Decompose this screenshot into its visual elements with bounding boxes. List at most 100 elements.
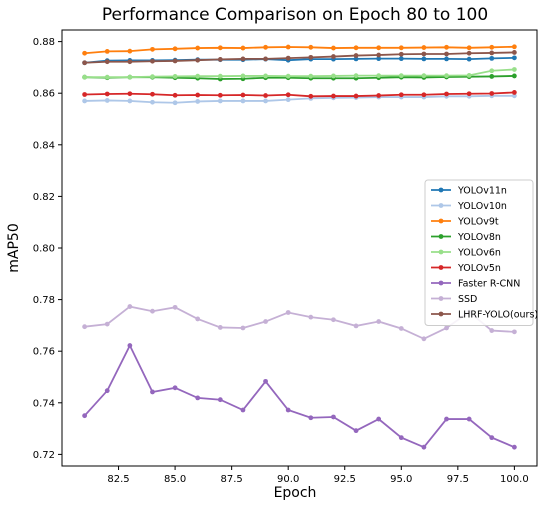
- data-point-faster-r-cnn: [82, 413, 88, 419]
- data-point-lhrf-yolo-ours: [376, 52, 382, 58]
- data-point-yolov9t: [217, 45, 223, 51]
- y-tick-label: 0.78: [33, 295, 55, 306]
- data-point-yolov6n: [466, 73, 472, 78]
- data-point-ssd: [444, 325, 449, 331]
- x-tick-label: 95.0: [390, 474, 412, 485]
- data-point-yolov6n: [285, 73, 291, 79]
- data-point-yolov5n: [489, 91, 495, 96]
- legend-label: YOLOv10n: [457, 201, 507, 212]
- data-point-faster-r-cnn: [308, 415, 314, 421]
- data-point-yolov8n: [489, 74, 495, 79]
- legend-label: YOLOv6n: [457, 248, 501, 259]
- data-point-yolov5n: [195, 92, 201, 98]
- data-point-yolov5n: [466, 91, 472, 97]
- data-point-yolov6n: [308, 73, 314, 79]
- data-point-yolov9t: [150, 46, 155, 52]
- data-point-yolov6n: [331, 73, 336, 79]
- series-line-faster-r-cnn: [83, 343, 515, 449]
- legend-entry: YOLOv10n: [431, 201, 507, 212]
- data-point-yolov6n: [353, 73, 359, 79]
- data-point-yolov11n: [489, 55, 495, 61]
- data-point-yolov9t: [511, 44, 517, 50]
- data-point-ssd: [421, 336, 427, 342]
- data-point-yolov10n: [240, 98, 246, 104]
- series-line-yolov9t: [84, 45, 515, 55]
- data-point-lhrf-yolo-ours: [240, 56, 246, 62]
- data-point-lhrf-yolo-ours: [172, 58, 178, 64]
- legend-swatch-marker: [438, 249, 444, 255]
- data-point-yolov6n: [127, 74, 133, 80]
- data-point-yolov9t: [398, 45, 404, 51]
- data-point-yolov9t: [104, 49, 110, 54]
- x-tick-label: 85.0: [164, 474, 186, 485]
- legend-entry: YOLOv5n: [431, 263, 501, 274]
- data-point-lhrf-yolo-ours: [308, 54, 314, 60]
- data-point-yolov9t: [172, 46, 178, 52]
- data-point-ssd: [150, 308, 155, 314]
- data-point-faster-r-cnn: [444, 416, 449, 422]
- data-point-yolov9t: [489, 44, 495, 50]
- data-point-yolov10n: [217, 98, 223, 104]
- data-point-faster-r-cnn: [466, 416, 472, 422]
- data-point-lhrf-yolo-ours: [444, 51, 449, 57]
- data-point-yolov9t: [376, 45, 382, 51]
- data-point-lhrf-yolo-ours: [466, 50, 472, 56]
- y-tick-label: 0.76: [33, 347, 55, 358]
- data-point-lhrf-yolo-ours: [195, 57, 201, 63]
- legend-label: YOLOv5n: [457, 263, 501, 274]
- data-point-yolov6n: [104, 74, 110, 80]
- data-point-ssd: [285, 310, 291, 315]
- x-tick-label: 90.0: [277, 474, 299, 485]
- data-point-lhrf-yolo-ours: [331, 54, 336, 59]
- y-tick-label: 0.72: [33, 450, 55, 461]
- data-point-yolov5n: [421, 92, 427, 98]
- data-point-faster-r-cnn: [353, 428, 359, 434]
- data-point-yolov6n: [421, 73, 427, 79]
- data-point-ssd: [263, 319, 268, 324]
- data-point-ssd: [308, 314, 314, 320]
- data-point-faster-r-cnn: [195, 395, 201, 401]
- series-yolov9t: [82, 44, 517, 56]
- data-point-lhrf-yolo-ours: [104, 59, 110, 65]
- data-point-yolov5n: [150, 91, 155, 97]
- data-point-lhrf-yolo-ours: [489, 50, 495, 56]
- data-point-yolov8n: [511, 73, 517, 79]
- data-point-yolov5n: [511, 90, 517, 95]
- data-point-yolov9t: [240, 45, 246, 51]
- data-point-yolov6n: [195, 73, 201, 79]
- legend-box: [424, 179, 534, 326]
- x-tick-label: 97.5: [447, 474, 469, 485]
- y-tick-label: 0.74: [33, 398, 55, 409]
- y-tick-label: 0.84: [33, 140, 55, 151]
- data-point-faster-r-cnn: [331, 414, 336, 420]
- x-tick-label: 82.5: [107, 474, 129, 485]
- legend-swatch-marker: [438, 296, 444, 301]
- data-point-faster-r-cnn: [150, 389, 155, 395]
- data-point-faster-r-cnn: [263, 378, 268, 384]
- data-point-yolov9t: [353, 45, 359, 51]
- legend-label: YOLOv11n: [457, 186, 507, 197]
- data-point-yolov9t: [308, 44, 314, 50]
- data-point-yolov6n: [150, 74, 155, 80]
- data-point-ssd: [331, 317, 336, 323]
- y-axis-ticks: 0.72 0.74 0.76 0.78 0.80 0.82 0.84 0.86 0.88: [33, 37, 62, 461]
- data-point-faster-r-cnn: [376, 416, 382, 422]
- legend-swatch-marker: [438, 265, 444, 270]
- y-tick-label: 0.88: [33, 37, 55, 48]
- data-point-yolov9t: [127, 48, 133, 54]
- data-point-yolov10n: [511, 93, 517, 99]
- data-point-yolov9t: [421, 45, 427, 50]
- series-line-yolov6n: [84, 68, 515, 79]
- data-point-yolov5n: [127, 91, 133, 97]
- data-point-yolov5n: [82, 92, 88, 97]
- data-point-yolov9t: [444, 44, 449, 50]
- data-point-ssd: [376, 319, 382, 324]
- data-point-lhrf-yolo-ours: [150, 58, 155, 64]
- series-line-lhrf-yolo-ours: [84, 51, 515, 64]
- data-point-yolov6n: [263, 73, 268, 79]
- data-point-yolov11n: [466, 56, 472, 62]
- legend: YOLOv11n YOLOv10n YOLOv9t YOLOv8n YOLOv6n YOL…: [424, 179, 538, 326]
- series-line-yolov10n: [84, 94, 515, 104]
- data-point-yolov9t: [195, 45, 201, 51]
